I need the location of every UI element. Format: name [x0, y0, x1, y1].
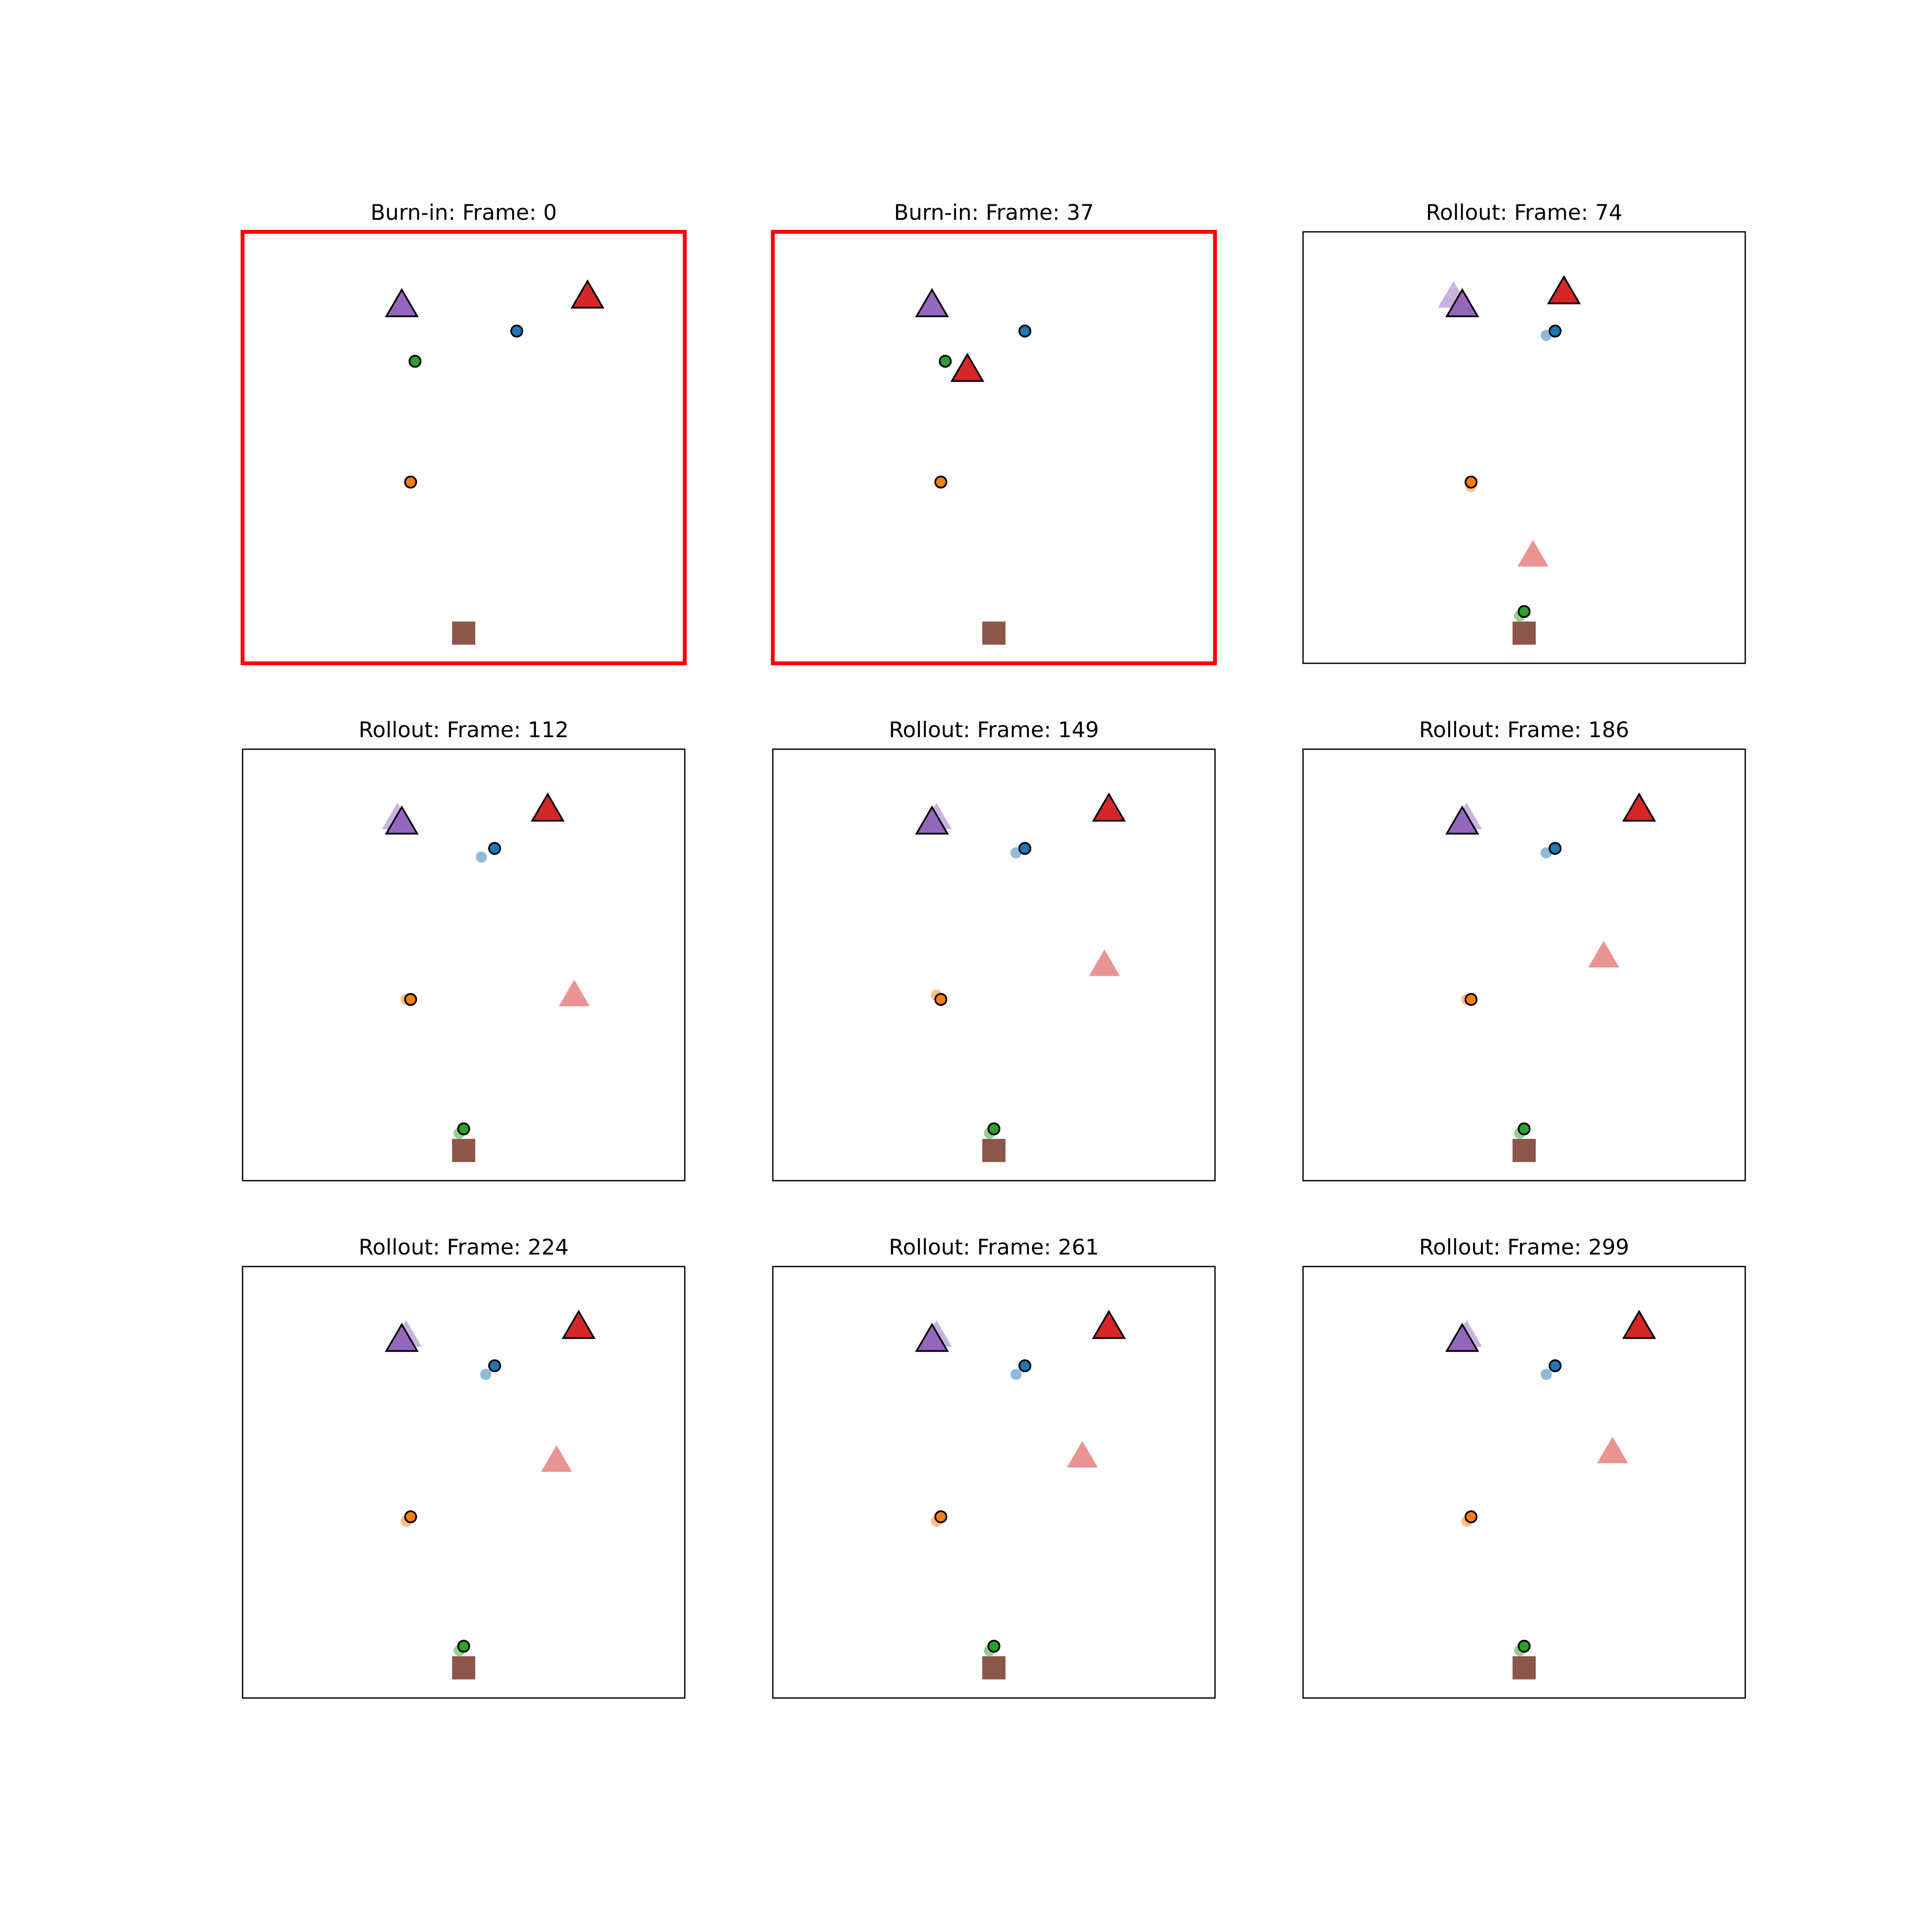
panel-2: Burn-in: Frame: 37 [771, 200, 1217, 665]
actual-green-circle-marker [987, 1122, 1000, 1136]
axes-frame [772, 1266, 1216, 1699]
panel-8: Rollout: Frame: 261 [772, 1235, 1216, 1699]
actual-purple-triangle-marker [385, 805, 419, 835]
actual-purple-triangle-marker [1445, 1322, 1479, 1352]
actual-green-circle-marker [457, 1640, 470, 1653]
actual-green-circle-marker [408, 355, 422, 368]
actual-red-triangle-marker [1622, 792, 1656, 822]
actual-purple-triangle-marker [915, 288, 949, 317]
panel-title: Rollout: Frame: 149 [889, 717, 1099, 742]
axes-frame [1302, 1266, 1746, 1699]
actual-brown-square-marker [1513, 1656, 1536, 1680]
predicted-red-triangle-marker [541, 1445, 572, 1472]
actual-orange-circle-marker [1464, 1510, 1478, 1523]
actual-orange-circle-marker [934, 475, 948, 489]
predicted-blue-circle-marker [480, 1369, 492, 1380]
axes-frame [1302, 748, 1746, 1182]
panel-1: Burn-in: Frame: 0 [240, 200, 687, 665]
actual-red-triangle-marker [1092, 1309, 1126, 1339]
panel-3: Rollout: Frame: 74 [1302, 200, 1746, 664]
actual-purple-triangle-marker [1445, 288, 1479, 317]
burn-in-frame-border [771, 230, 1217, 665]
actual-orange-circle-marker [1464, 993, 1478, 1006]
actual-brown-square-marker [1513, 1139, 1536, 1162]
panel-title: Burn-in: Frame: 0 [371, 200, 557, 225]
predicted-blue-circle-marker [476, 851, 487, 863]
panel-9: Rollout: Frame: 299 [1302, 1235, 1746, 1699]
actual-orange-circle-marker [1464, 475, 1478, 489]
panel-title: Rollout: Frame: 299 [1419, 1235, 1629, 1260]
actual-green-circle-marker [457, 1122, 470, 1136]
axes-frame [242, 1266, 686, 1699]
panel-title: Rollout: Frame: 261 [889, 1235, 1099, 1260]
actual-green-circle-marker [1518, 1640, 1531, 1653]
actual-purple-triangle-marker [915, 805, 949, 835]
panel-4: Rollout: Frame: 112 [242, 717, 686, 1182]
predicted-red-triangle-marker [1588, 941, 1619, 968]
panel-6: Rollout: Frame: 186 [1302, 717, 1746, 1182]
panel-title: Burn-in: Frame: 37 [894, 200, 1094, 225]
predicted-blue-circle-marker [1010, 1369, 1022, 1380]
actual-brown-square-marker [982, 1656, 1005, 1680]
actual-brown-square-marker [452, 1656, 475, 1680]
actual-brown-square-marker [982, 1139, 1005, 1162]
actual-orange-circle-marker [934, 993, 948, 1006]
panel-5: Rollout: Frame: 149 [772, 717, 1216, 1182]
actual-red-triangle-marker [531, 792, 565, 822]
actual-blue-circle-marker [1018, 325, 1032, 338]
actual-red-triangle-marker [1622, 1309, 1656, 1339]
actual-orange-circle-marker [404, 475, 417, 489]
actual-purple-triangle-marker [385, 1322, 419, 1352]
actual-blue-circle-marker [510, 325, 523, 338]
actual-brown-square-marker [982, 621, 1005, 645]
actual-brown-square-marker [452, 621, 475, 645]
axes-frame [242, 748, 686, 1182]
predicted-red-triangle-marker [1597, 1437, 1628, 1464]
predicted-blue-circle-marker [1540, 1369, 1552, 1380]
predicted-red-triangle-marker [1067, 1441, 1098, 1468]
actual-green-circle-marker [939, 355, 952, 368]
actual-blue-circle-marker [1018, 842, 1032, 855]
actual-blue-circle-marker [488, 1359, 501, 1373]
predicted-red-triangle-marker [1089, 949, 1120, 976]
actual-purple-triangle-marker [1445, 805, 1479, 835]
actual-red-triangle-marker [562, 1309, 596, 1339]
actual-purple-triangle-marker [385, 288, 419, 317]
actual-purple-triangle-marker [915, 1322, 949, 1352]
actual-orange-circle-marker [934, 1510, 948, 1523]
axes-frame [1302, 231, 1746, 664]
panel-title: Rollout: Frame: 224 [358, 1235, 568, 1260]
panel-title: Rollout: Frame: 186 [1419, 717, 1629, 742]
actual-blue-circle-marker [488, 842, 501, 855]
actual-red-triangle-marker [570, 279, 605, 309]
actual-blue-circle-marker [1549, 325, 1562, 338]
actual-orange-circle-marker [404, 1510, 417, 1523]
actual-blue-circle-marker [1018, 1359, 1032, 1373]
actual-brown-square-marker [1513, 621, 1536, 645]
actual-green-circle-marker [987, 1640, 1000, 1653]
actual-blue-circle-marker [1549, 842, 1562, 855]
actual-red-triangle-marker [1547, 275, 1581, 304]
burn-in-frame-border [240, 230, 687, 665]
axes-frame [772, 748, 1216, 1182]
panel-title: Rollout: Frame: 112 [358, 717, 568, 742]
actual-red-triangle-marker [1092, 792, 1126, 822]
panel-title: Rollout: Frame: 74 [1426, 200, 1622, 225]
panel-7: Rollout: Frame: 224 [242, 1235, 686, 1699]
actual-orange-circle-marker [404, 993, 417, 1006]
actual-green-circle-marker [1518, 605, 1531, 618]
actual-red-triangle-marker [950, 352, 984, 382]
predicted-red-triangle-marker [1517, 540, 1549, 567]
actual-brown-square-marker [452, 1139, 475, 1162]
actual-green-circle-marker [1518, 1122, 1531, 1136]
predicted-red-triangle-marker [559, 979, 590, 1006]
actual-blue-circle-marker [1549, 1359, 1562, 1373]
